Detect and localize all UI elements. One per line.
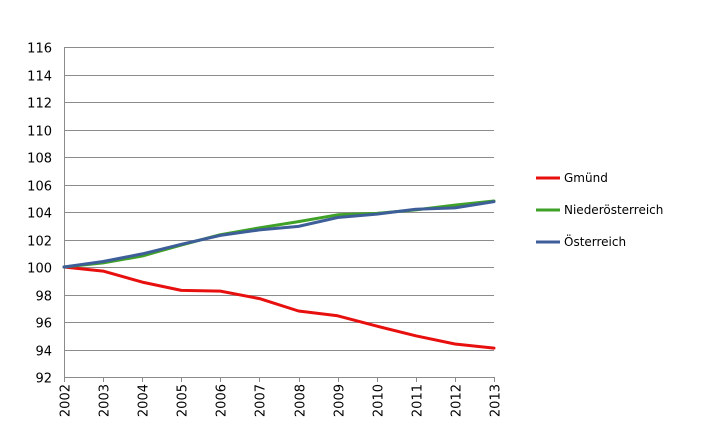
y-tick-label: 114 xyxy=(27,70,52,85)
legend: Gmünd Niederösterreich Österreich xyxy=(536,171,663,249)
x-tick-label: 2013 xyxy=(489,384,504,417)
x-tick-label: 2007 xyxy=(254,384,269,417)
y-tick-label: 110 xyxy=(27,125,52,140)
series-line-österreich xyxy=(62,200,496,269)
legend-label: Österreich xyxy=(564,233,626,249)
x-tick-label: 2010 xyxy=(372,384,387,417)
y-tick-label: 94 xyxy=(35,345,52,360)
y-tick-labels: 92 94 96 98 100 102 104 106 108 110 112 114 116 xyxy=(27,42,52,387)
series-lines xyxy=(62,199,496,350)
x-tick-label: 2008 xyxy=(294,384,309,417)
x-tick-label: 2004 xyxy=(137,384,152,417)
y-tick-label: 106 xyxy=(27,180,52,195)
x-tick-label: 2009 xyxy=(333,384,348,417)
x-tick-label: 2006 xyxy=(215,384,230,417)
y-tick-label: 98 xyxy=(35,290,52,305)
x-tick-label: 2011 xyxy=(411,384,426,417)
y-tick-label: 100 xyxy=(27,262,52,277)
x-tick-label: 2002 xyxy=(59,384,74,417)
y-tick-label: 102 xyxy=(27,235,52,250)
gridlines xyxy=(64,47,494,351)
legend-label: Niederösterreich xyxy=(564,203,663,217)
legend-label: Gmünd xyxy=(564,171,608,185)
y-tick-label: 108 xyxy=(27,152,52,167)
y-tick-label: 116 xyxy=(27,42,52,57)
axes xyxy=(64,47,495,382)
x-tick-label: 2012 xyxy=(450,384,465,417)
x-tick-label: 2003 xyxy=(98,384,113,417)
x-tick-labels: 2002 2003 2004 2005 2006 2007 2008 2009 2010 2011… xyxy=(59,384,504,417)
y-tick-label: 104 xyxy=(27,207,52,222)
y-tick-label: 92 xyxy=(35,372,52,387)
y-tick-label: 96 xyxy=(35,317,52,332)
x-tick-label: 2005 xyxy=(176,384,191,417)
series-line-gmünd xyxy=(62,265,496,350)
y-tick-label: 112 xyxy=(27,97,52,112)
